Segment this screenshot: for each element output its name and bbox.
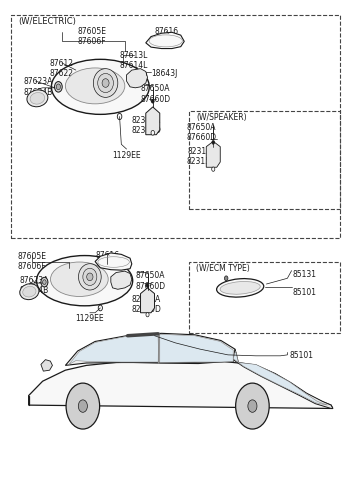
Text: 87616
87626: 87616 87626 (95, 251, 119, 270)
Text: 1129EE: 1129EE (75, 314, 104, 323)
Ellipse shape (151, 131, 154, 135)
Ellipse shape (79, 264, 101, 290)
Text: 87613L
87614L: 87613L 87614L (119, 51, 148, 71)
Circle shape (236, 383, 269, 429)
Text: 82315A
82315D: 82315A 82315D (132, 116, 162, 135)
Ellipse shape (78, 400, 87, 412)
Text: 82315A
82315D: 82315A 82315D (132, 295, 162, 314)
Text: 87605E
87606F: 87605E 87606F (18, 252, 47, 271)
Ellipse shape (146, 312, 149, 317)
Text: 85101: 85101 (289, 351, 313, 360)
Bar (11, 15, 340, 238)
Text: 85131: 85131 (293, 270, 317, 279)
Polygon shape (206, 142, 220, 167)
Text: (W/ECM TYPE): (W/ECM TYPE) (197, 264, 250, 273)
Ellipse shape (98, 305, 102, 311)
Polygon shape (65, 333, 237, 365)
Ellipse shape (98, 73, 113, 93)
Ellipse shape (217, 278, 264, 297)
Ellipse shape (30, 93, 45, 104)
Ellipse shape (37, 255, 133, 306)
Text: 87616
87626: 87616 87626 (155, 27, 179, 47)
Text: 18643J: 18643J (151, 69, 177, 78)
Text: 87605E
87606F: 87605E 87606F (77, 27, 106, 47)
Ellipse shape (117, 113, 122, 120)
Ellipse shape (27, 90, 48, 107)
Text: 85101: 85101 (293, 288, 317, 297)
Polygon shape (29, 361, 333, 408)
Text: 87612
87622: 87612 87622 (50, 59, 74, 79)
Text: (W/ELECTRIC): (W/ELECTRIC) (18, 17, 76, 26)
Text: 87623A
87624B: 87623A 87624B (24, 77, 53, 96)
Ellipse shape (65, 68, 125, 104)
Ellipse shape (93, 69, 118, 97)
Text: 82315A
82315D: 82315A 82315D (187, 147, 217, 166)
Polygon shape (111, 271, 132, 289)
Ellipse shape (248, 400, 257, 412)
Ellipse shape (212, 167, 215, 171)
Ellipse shape (51, 60, 149, 114)
Text: 1129EE: 1129EE (112, 151, 141, 160)
Polygon shape (140, 288, 154, 313)
Polygon shape (146, 32, 184, 48)
Polygon shape (95, 253, 132, 270)
Ellipse shape (146, 284, 149, 288)
Text: (W/SPEAKER): (W/SPEAKER) (197, 113, 247, 122)
Text: 87650A
87660D: 87650A 87660D (140, 84, 171, 104)
Ellipse shape (87, 273, 93, 281)
Polygon shape (41, 360, 52, 371)
Ellipse shape (224, 276, 228, 281)
Ellipse shape (83, 268, 97, 286)
Text: 87623A
87624B: 87623A 87624B (20, 276, 49, 295)
Bar (190, 262, 340, 333)
Ellipse shape (20, 284, 39, 300)
Polygon shape (233, 349, 333, 408)
Ellipse shape (23, 287, 36, 297)
Ellipse shape (151, 99, 154, 103)
Ellipse shape (56, 84, 60, 90)
Polygon shape (127, 69, 147, 88)
Ellipse shape (102, 79, 109, 87)
Ellipse shape (41, 277, 48, 287)
Ellipse shape (51, 262, 108, 297)
Bar (190, 111, 340, 209)
Ellipse shape (212, 141, 215, 144)
Polygon shape (233, 351, 327, 405)
Text: 87650A
87660D: 87650A 87660D (135, 271, 165, 290)
Polygon shape (69, 334, 159, 364)
Polygon shape (146, 107, 160, 135)
Polygon shape (160, 334, 233, 362)
Ellipse shape (54, 82, 62, 92)
Ellipse shape (220, 281, 260, 294)
Text: 87650A
87660D: 87650A 87660D (187, 123, 217, 142)
Circle shape (66, 383, 100, 429)
Ellipse shape (43, 280, 46, 285)
